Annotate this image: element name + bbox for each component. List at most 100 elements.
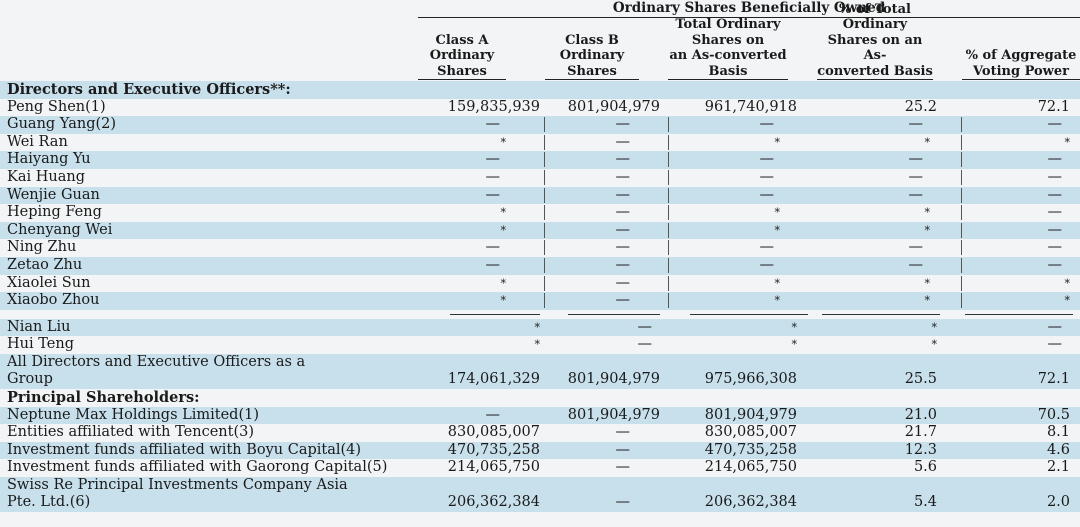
asterisk-cell: * <box>500 206 507 220</box>
row-label: Wei Ran <box>7 133 68 150</box>
value-cell: 72.1 <box>1037 370 1070 387</box>
value-cell: 2.0 <box>1046 493 1070 510</box>
column-header-class_b: Class B Ordinary Shares <box>545 18 639 80</box>
row-label: All Directors and Executive Officers as … <box>7 354 305 388</box>
column-divider <box>668 169 669 185</box>
column-divider <box>961 222 962 238</box>
value-cell: 8.1 <box>1046 424 1070 441</box>
table-row: Wei Ran * — * * * <box>0 134 1080 152</box>
table-row: Guang Yang(2) — — — — — <box>0 116 1080 134</box>
table-row: All Directors and Executive Officers as … <box>0 353 1080 389</box>
row-label: Peng Shen(1) <box>7 98 106 115</box>
dash-cell: — <box>485 406 501 423</box>
table-row: Ning Zhu — — — — — <box>0 239 1080 257</box>
row-label: Guang Yang(2) <box>7 116 117 133</box>
asterisk-cell: * <box>924 276 931 290</box>
column-divider <box>961 117 962 133</box>
dash-cell: — <box>615 151 631 168</box>
value-cell: 470,735,258 <box>704 441 797 458</box>
dash-cell: — <box>1047 239 1063 256</box>
column-divider <box>544 293 545 309</box>
table-row: Xiaolei Sun * — * * * <box>0 275 1080 293</box>
asterisk-cell: * <box>534 320 541 334</box>
value-cell: 830,085,007 <box>447 424 540 441</box>
column-divider <box>961 134 962 150</box>
dash-cell: — <box>908 151 924 168</box>
dash-cell: — <box>1047 151 1063 168</box>
rule-line <box>965 313 1073 316</box>
value-cell: 206,362,384 <box>447 493 540 510</box>
dash-cell: — <box>759 186 775 203</box>
column-divider <box>961 169 962 185</box>
row-label: Investment funds affiliated with Boyu Ca… <box>7 441 362 458</box>
column-divider <box>544 222 545 238</box>
column-header-line: an As-converted <box>669 48 787 63</box>
column-header-line: Shares on <box>691 32 765 48</box>
value-cell: 21.7 <box>904 424 937 441</box>
row-label: Investment funds affiliated with Gaorong… <box>7 459 388 476</box>
value-cell: 70.5 <box>1037 406 1070 423</box>
column-divider <box>544 169 545 185</box>
dash-cell: — <box>485 239 501 256</box>
dash-cell: — <box>1047 336 1063 353</box>
column-header-line: Shares <box>418 64 506 80</box>
table-row: Xiaobo Zhou * — * * * <box>0 292 1080 310</box>
column-divider <box>961 257 962 273</box>
column-divider <box>668 275 669 291</box>
column-divider <box>961 293 962 309</box>
value-cell: 801,904,979 <box>567 98 660 115</box>
asterisk-cell: * <box>500 276 507 290</box>
dash-cell: — <box>1047 204 1063 221</box>
dash-cell: — <box>759 168 775 185</box>
asterisk-cell: * <box>1064 276 1071 290</box>
row-label-line: Group <box>7 370 53 387</box>
dash-cell: — <box>615 459 631 476</box>
row-label-line: All Directors and Executive Officers as … <box>7 353 306 370</box>
column-divider <box>961 240 962 256</box>
column-header-line: % of Total <box>839 1 911 17</box>
dash-cell: — <box>759 256 775 273</box>
table-row: Neptune Max Holdings Limited(1) — 801,904,… <box>0 406 1080 425</box>
value-cell: 470,735,258 <box>447 441 540 458</box>
column-divider <box>668 117 669 133</box>
value-cell: 5.6 <box>913 459 937 476</box>
column-header-line: Ordinary <box>559 48 625 63</box>
row-label-line: Pte. Ltd.(6) <box>7 493 91 510</box>
asterisk-cell: * <box>500 223 507 237</box>
asterisk-cell: * <box>1064 294 1071 308</box>
column-header-line: Basis <box>668 64 788 80</box>
row-label: Ning Zhu <box>7 239 77 256</box>
column-divider <box>668 222 669 238</box>
column-divider <box>961 275 962 291</box>
table-row: Chenyang Wei * — * * — <box>0 221 1080 240</box>
dash-cell: — <box>637 336 653 353</box>
asterisk-cell: * <box>924 223 931 237</box>
row-label: Neptune Max Holdings Limited(1) <box>7 406 260 423</box>
section-heading: Directors and Executive Officers**: <box>7 81 291 98</box>
value-cell: 801,904,979 <box>567 406 660 423</box>
value-cell: 72.1 <box>1037 98 1070 115</box>
table-row: Directors and Executive Officers**: <box>0 81 1080 99</box>
column-divider <box>544 240 545 256</box>
asterisk-cell: * <box>500 294 507 308</box>
value-cell: 206,362,384 <box>704 493 797 510</box>
dash-cell: — <box>615 292 631 309</box>
asterisk-cell: * <box>774 206 781 220</box>
dash-cell: — <box>615 274 631 291</box>
table-row: Heping Feng * — * * — <box>0 204 1080 222</box>
row-label: Entities affiliated with Tencent(3) <box>7 424 254 441</box>
column-divider <box>544 152 545 168</box>
asterisk-cell: * <box>924 206 931 220</box>
dash-cell: — <box>615 133 631 150</box>
dash-cell: — <box>908 116 924 133</box>
asterisk-cell: * <box>931 338 938 352</box>
asterisk-cell: * <box>774 276 781 290</box>
column-header-line: Ordinary <box>429 48 495 63</box>
value-cell: 214,065,750 <box>704 459 797 476</box>
asterisk-cell: * <box>774 294 781 308</box>
super-header: Ordinary Shares Beneficially Owned <box>418 0 1080 18</box>
dash-cell: — <box>615 168 631 185</box>
column-divider <box>544 257 545 273</box>
row-label-line: Swiss Re Principal Investments Company A… <box>7 476 348 493</box>
